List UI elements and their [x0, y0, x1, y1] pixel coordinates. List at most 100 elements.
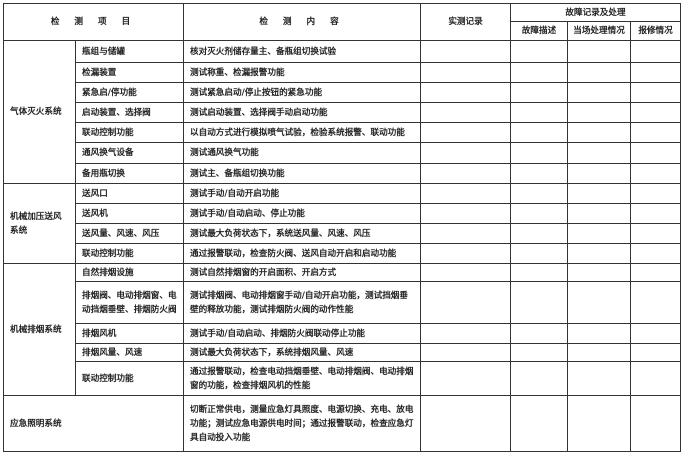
onsite-cell[interactable]	[567, 395, 632, 452]
repair-cell[interactable]	[630, 361, 682, 396]
onsite-cell[interactable]	[567, 243, 632, 264]
repair-cell[interactable]	[630, 62, 682, 83]
item-content: 测试紧急启动/停止按钮的紧急功能	[183, 82, 422, 103]
repair-cell[interactable]	[630, 40, 682, 63]
record-cell[interactable]	[420, 281, 512, 324]
fault-desc-cell[interactable]	[510, 102, 569, 123]
fault-desc-cell[interactable]	[510, 122, 569, 143]
onsite-cell[interactable]	[567, 281, 632, 324]
fault-desc-cell[interactable]	[510, 361, 569, 396]
table-row: 联动控制功能 以自动方式进行模拟喷气试验，检验系统报警、联动功能	[4, 122, 682, 143]
onsite-cell[interactable]	[567, 223, 632, 244]
record-cell[interactable]	[420, 395, 512, 452]
onsite-cell[interactable]	[567, 62, 632, 83]
table-row: 机械排烟系统 自然排烟设施 测试自然排烟窗的开启面积、开启方式	[3, 263, 682, 396]
record-cell[interactable]	[420, 102, 512, 123]
item-content: 以自动方式进行模拟喷气试验，检验系统报警、联动功能	[183, 122, 422, 143]
repair-cell[interactable]	[630, 343, 682, 362]
record-cell[interactable]	[420, 263, 512, 282]
repair-cell[interactable]	[630, 243, 682, 264]
onsite-cell[interactable]	[567, 263, 632, 282]
repair-cell[interactable]	[630, 263, 682, 282]
table-row: 备用瓶切换 测试主、备瓶组切换功能	[4, 163, 682, 184]
onsite-cell[interactable]	[567, 82, 632, 103]
record-cell[interactable]	[420, 361, 512, 396]
fault-desc-cell[interactable]	[510, 40, 569, 63]
repair-cell[interactable]	[630, 102, 682, 123]
fault-desc-cell[interactable]	[510, 183, 569, 204]
fault-desc-cell[interactable]	[510, 323, 569, 344]
header-fault-desc: 故障描述	[510, 21, 569, 41]
table-row: 排烟风量、风速 测试最大负荷状态下，系统排烟风量、风速	[4, 343, 682, 362]
onsite-cell[interactable]	[567, 163, 632, 184]
item-content: 测试通风换气功能	[183, 142, 422, 164]
record-cell[interactable]	[420, 62, 512, 83]
record-cell[interactable]	[420, 223, 512, 244]
fault-desc-cell[interactable]	[510, 281, 569, 324]
repair-cell[interactable]	[630, 142, 682, 164]
repair-cell[interactable]	[630, 281, 682, 324]
table-row: 检漏装置 测试称重、检漏报警功能	[4, 62, 682, 83]
table-row: 应急照明系统 切断正常供电，测量应急灯具照度、电源切换、充电、放电功能；测试应急电…	[2, 395, 682, 452]
item-content: 测试最大负荷状态下，系统排烟风量、风速	[183, 343, 422, 362]
fault-desc-cell[interactable]	[510, 203, 569, 224]
repair-cell[interactable]	[630, 323, 682, 344]
onsite-cell[interactable]	[567, 40, 632, 63]
item-name: 联动控制功能	[74, 122, 185, 143]
item-content: 测试排烟阀、电动排烟窗手动/自动开启功能，测试挡烟垂壁的释放功能，测试排烟防火阀…	[183, 281, 422, 324]
record-cell[interactable]	[420, 203, 512, 224]
repair-cell[interactable]	[630, 223, 682, 244]
item-content: 核对灭火剂储存量主、备瓶组切换试验	[183, 40, 422, 63]
record-cell[interactable]	[420, 122, 512, 143]
item-name: 排烟风量、风速	[74, 343, 185, 362]
record-cell[interactable]	[420, 142, 512, 164]
repair-cell[interactable]	[630, 203, 682, 224]
repair-cell[interactable]	[630, 395, 682, 452]
item-name: 排烟阀、电动排烟窗、电动挡烟垂壁、排烟防火阀	[74, 281, 185, 324]
item-name: 排烟风机	[74, 323, 185, 344]
record-cell[interactable]	[420, 163, 512, 184]
item-name: 检漏装置	[74, 62, 185, 83]
item-name: 瓶组与储罐	[74, 40, 185, 63]
item-content: 通过报警联动，检查防火阀、送风自动开启和启动功能	[183, 243, 422, 264]
onsite-cell[interactable]	[567, 323, 632, 344]
onsite-cell[interactable]	[567, 361, 632, 396]
onsite-cell[interactable]	[567, 122, 632, 143]
fault-desc-cell[interactable]	[510, 163, 569, 184]
item-name: 启动装置、选择阀	[74, 102, 185, 123]
system-name: 气体灭火系统	[3, 40, 76, 184]
repair-cell[interactable]	[630, 122, 682, 143]
repair-cell[interactable]	[630, 183, 682, 204]
record-cell[interactable]	[420, 343, 512, 362]
item-name: 通风换气设备	[74, 142, 185, 164]
record-cell[interactable]	[420, 82, 512, 103]
table-row: 送风量、风速、风压 测试最大负荷状态下，系统送风量、风速、风压	[4, 223, 682, 244]
onsite-cell[interactable]	[567, 142, 632, 164]
fault-desc-cell[interactable]	[510, 395, 569, 452]
fault-desc-cell[interactable]	[510, 343, 569, 362]
record-cell[interactable]	[420, 183, 512, 204]
system-name: 应急照明系统	[2, 395, 185, 452]
onsite-cell[interactable]	[567, 203, 632, 224]
onsite-cell[interactable]	[567, 183, 632, 204]
item-name: 联动控制功能	[74, 243, 185, 264]
record-cell[interactable]	[420, 40, 512, 63]
onsite-cell[interactable]	[567, 102, 632, 123]
fault-desc-cell[interactable]	[510, 223, 569, 244]
table-row: 联动控制功能 通过报警联动，检查电动挡烟垂壁、电动排烟阀、电动排烟窗的功能，检查排…	[4, 361, 682, 396]
fault-desc-cell[interactable]	[510, 263, 569, 282]
item-content: 测试自然排烟窗的开启面积、开启方式	[183, 263, 422, 282]
fault-desc-cell[interactable]	[510, 243, 569, 264]
onsite-cell[interactable]	[567, 343, 632, 362]
item-name: 紧急启/停功能	[74, 82, 185, 103]
record-cell[interactable]	[420, 243, 512, 264]
item-name: 送风机	[74, 203, 185, 224]
item-content: 通过报警联动，检查电动挡烟垂壁、电动排烟阀、电动排烟窗的功能，检查排烟风机的性能	[183, 361, 422, 396]
record-cell[interactable]	[420, 323, 512, 344]
fault-desc-cell[interactable]	[510, 82, 569, 103]
repair-cell[interactable]	[630, 82, 682, 103]
fault-desc-cell[interactable]	[510, 62, 569, 83]
fault-desc-cell[interactable]	[510, 142, 569, 164]
item-content: 测试手动/自动启动、排烟防火阀联动停止功能	[183, 323, 422, 344]
repair-cell[interactable]	[630, 163, 682, 184]
